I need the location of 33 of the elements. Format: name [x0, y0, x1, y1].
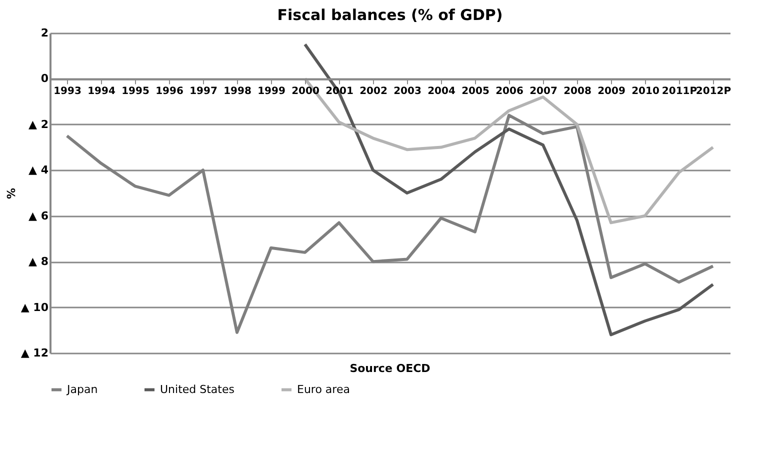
x-tick-label: 2011P: [662, 86, 698, 98]
y-axis-title: %: [4, 188, 18, 200]
y-tick-label: ▲ 6: [28, 209, 49, 222]
x-tick-label: 1998: [224, 86, 252, 98]
x-tick-label: 1993: [54, 86, 82, 98]
y-tick-label: ▲ 10: [20, 300, 49, 314]
x-tick-label: 2009: [598, 86, 626, 98]
y-tick-label: ▲ 8: [28, 255, 48, 268]
y-tick-label: 2: [40, 26, 48, 40]
x-tick-label: 2002: [360, 86, 388, 98]
chart-title: Fiscal balances (% of GDP): [277, 6, 503, 24]
y-tick-label: ▲ 4: [28, 164, 49, 177]
x-tick-label: 2012P: [696, 86, 732, 98]
x-tick-label: 2007: [530, 86, 558, 98]
x-tick-label: 2004: [428, 86, 456, 98]
x-tick-label: 1995: [122, 86, 150, 98]
legend-label: United States: [160, 382, 235, 396]
x-tick-label: 2006: [496, 86, 524, 98]
x-tick-label: 2008: [564, 86, 592, 98]
source-note: Source OECD: [350, 362, 430, 375]
y-tick-label: ▲ 12: [20, 346, 48, 360]
x-tick-label: 1997: [190, 86, 218, 98]
x-tick-label: 2003: [394, 86, 422, 98]
x-tick-label: 2000: [292, 86, 320, 98]
x-tick-label: 2005: [462, 86, 490, 98]
y-tick-label: ▲ 2: [28, 118, 48, 131]
x-tick-label: 2010: [632, 86, 660, 98]
x-tick-label: 1996: [156, 86, 184, 98]
y-tick-label: 0: [40, 72, 49, 86]
x-tick-label: 1994: [88, 86, 116, 98]
x-tick-label: 1999: [258, 86, 286, 98]
legend-label: Euro area: [297, 382, 350, 396]
legend-label: Japan: [66, 382, 98, 396]
